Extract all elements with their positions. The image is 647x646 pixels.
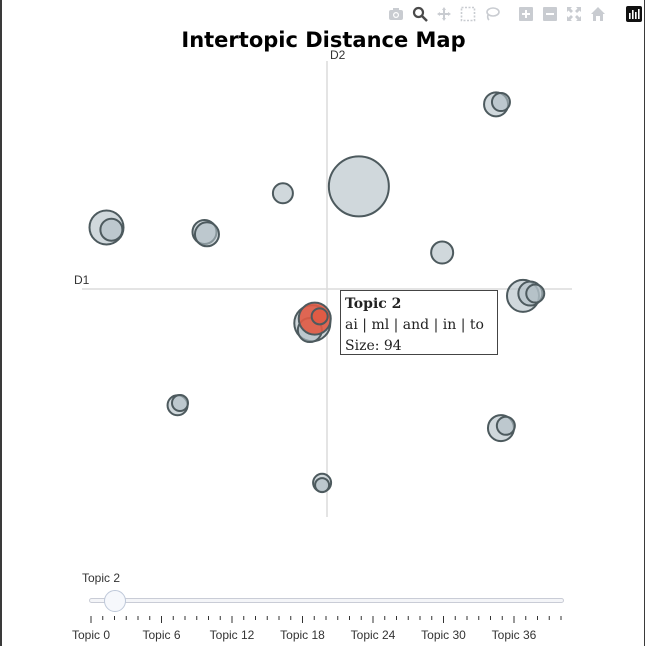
slider-tick-label[interactable]: Topic 12 [209,628,255,642]
zoom-out-icon[interactable] [540,4,560,24]
topic-bubble[interactable] [525,283,546,304]
slider-tick-label[interactable]: Topic 6 [142,628,181,642]
pan-icon[interactable] [434,4,454,24]
x-axis-label: D1 [74,273,90,287]
topic-bubble[interactable] [171,394,189,412]
slider-current-value: Topic 2 [82,571,121,585]
topic-bubble[interactable] [99,217,124,242]
autoscale-icon[interactable] [564,4,584,24]
highlighted-topic-bubble[interactable] [310,307,329,326]
topic-bubble[interactable] [271,182,294,205]
topic-bubble[interactable] [314,477,331,494]
topic-bubble[interactable] [495,415,516,436]
slider-tick-label[interactable]: Topic 30 [421,628,466,642]
camera-icon[interactable] [386,4,406,24]
topic-bubble[interactable] [193,221,220,248]
zoom-in-icon[interactable] [516,4,536,24]
slider-tick-label[interactable]: Topic 18 [280,628,325,642]
slider-tick-label[interactable]: Topic 0 [71,628,111,642]
reset-axes-icon[interactable] [588,4,608,24]
slider-tick-label[interactable]: Topic 36 [491,628,537,642]
lasso-icon[interactable] [482,4,502,24]
slider-track[interactable] [89,598,564,603]
chart-title: Intertopic Distance Map [181,28,466,52]
y-axis-label: D2 [330,48,346,62]
hover-words: ai | ml | and | in | to [345,317,484,333]
topic-bubble[interactable] [430,240,455,265]
slider-tick-label[interactable]: Topic 24 [350,628,396,642]
modebar [386,4,644,24]
topic-bubble[interactable] [327,155,390,218]
plotly-logo-icon[interactable] [624,4,644,24]
hover-size: Size: 94 [345,338,402,354]
slider-handle[interactable] [103,590,126,612]
hover-tooltip: Topic 2 ai | ml | and | in | to Size: 94 [340,290,498,355]
topic-bubble[interactable] [490,92,511,113]
box-select-icon[interactable] [458,4,478,24]
zoom-icon[interactable] [410,4,430,24]
hover-title: Topic 2 [345,296,402,312]
